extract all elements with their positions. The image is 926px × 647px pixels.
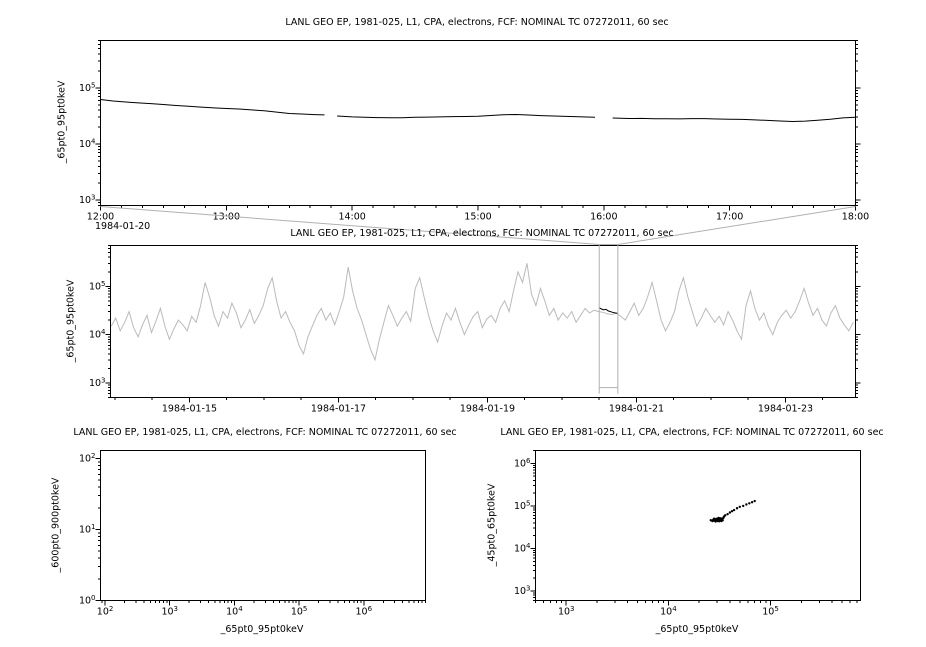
svg-text:104: 104 <box>89 328 106 341</box>
svg-text:105: 105 <box>79 81 96 94</box>
svg-text:104: 104 <box>79 137 96 150</box>
title-context-timeseries: LANL GEO EP, 1981-025, L1, CPA, electron… <box>290 228 674 239</box>
ylabel-zoom-timeseries: _65pt0_95pt0keV <box>56 80 68 164</box>
svg-text:104: 104 <box>226 605 243 618</box>
title-scatter-600-900: LANL GEO EP, 1981-025, L1, CPA, electron… <box>73 427 457 438</box>
plot-frame-scatter-45-65[interactable] <box>535 450 861 601</box>
series-context-flux <box>110 263 854 362</box>
plot-scatter-45-65: 103 104 105 103 104 105 106 <box>514 450 861 618</box>
ylabel-context-timeseries: _65pt0_95pt0keV <box>65 279 77 363</box>
svg-text:104: 104 <box>514 542 531 555</box>
x-tick-label: 1984-01-17 <box>311 404 366 415</box>
plot-context-timeseries: 1984-01-15 1984-01-17 1984-01-19 1984-01-21… <box>89 245 861 415</box>
svg-text:106: 106 <box>514 457 531 470</box>
x-tick-label: 18:00 <box>842 212 869 223</box>
x-tick-label: 17:00 <box>716 212 743 223</box>
context-date-label: 1984-01-20 <box>95 221 151 232</box>
plot-frame-context-timeseries[interactable] <box>110 245 856 398</box>
svg-text:101: 101 <box>79 523 96 536</box>
svg-text:104: 104 <box>660 605 677 618</box>
zoom-connector-left <box>100 206 600 245</box>
svg-text:105: 105 <box>762 605 779 618</box>
title-scatter-45-65: LANL GEO EP, 1981-025, L1, CPA, electron… <box>500 427 884 438</box>
zoom-connector-right <box>617 206 856 245</box>
ylabel-scatter-45-65: _45pt0_65pt0keV <box>486 483 498 567</box>
x-tick-label: 1984-01-21 <box>609 404 664 415</box>
x-tick-label: 13:00 <box>213 212 240 223</box>
x-tick-label: 1984-01-23 <box>758 404 813 415</box>
svg-text:106: 106 <box>355 605 372 618</box>
svg-text:103: 103 <box>89 376 106 389</box>
plot-frame-scatter-600-900[interactable] <box>100 450 426 601</box>
series-flux-correlation <box>709 499 756 523</box>
title-zoom-timeseries: LANL GEO EP, 1981-025, L1, CPA, electron… <box>285 17 669 28</box>
plot-zoom-timeseries: 12:00 13:00 14:00 15:00 16:00 17:00 18:00 103 10… <box>79 40 869 223</box>
plot-scatter-600-900: 102 103 104 105 106 100 101 102 <box>79 450 426 618</box>
xlabel-scatter-45-65: _65pt0_95pt0keV <box>655 624 739 635</box>
x-tick-label: 12:00 <box>87 212 114 223</box>
x-tick-label: 1984-01-15 <box>162 404 217 415</box>
zoom-selection[interactable] <box>100 206 856 394</box>
series-highlight-flux <box>598 307 618 314</box>
svg-text:105: 105 <box>89 280 106 293</box>
svg-text:100: 100 <box>79 594 96 607</box>
x-tick-label: 16:00 <box>590 212 617 223</box>
svg-text:103: 103 <box>558 605 575 618</box>
svg-text:105: 105 <box>514 499 531 512</box>
svg-text:103: 103 <box>161 605 178 618</box>
svg-text:103: 103 <box>514 585 531 598</box>
svg-text:102: 102 <box>97 605 114 618</box>
xlabel-scatter-600-900: _65pt0_95pt0keV <box>220 624 304 635</box>
x-tick-label: 14:00 <box>338 212 365 223</box>
ylabel-scatter-600-900: _600pt0_900pt0keV <box>50 477 62 573</box>
svg-text:103: 103 <box>79 194 96 207</box>
series-electron-flux-65-95keV <box>100 99 856 123</box>
x-tick-label: 15:00 <box>464 212 491 223</box>
svg-text:105: 105 <box>291 605 308 618</box>
plot-frame-zoom-timeseries[interactable] <box>100 40 856 206</box>
x-tick-label: 1984-01-19 <box>460 404 515 415</box>
svg-text:102: 102 <box>79 452 96 465</box>
